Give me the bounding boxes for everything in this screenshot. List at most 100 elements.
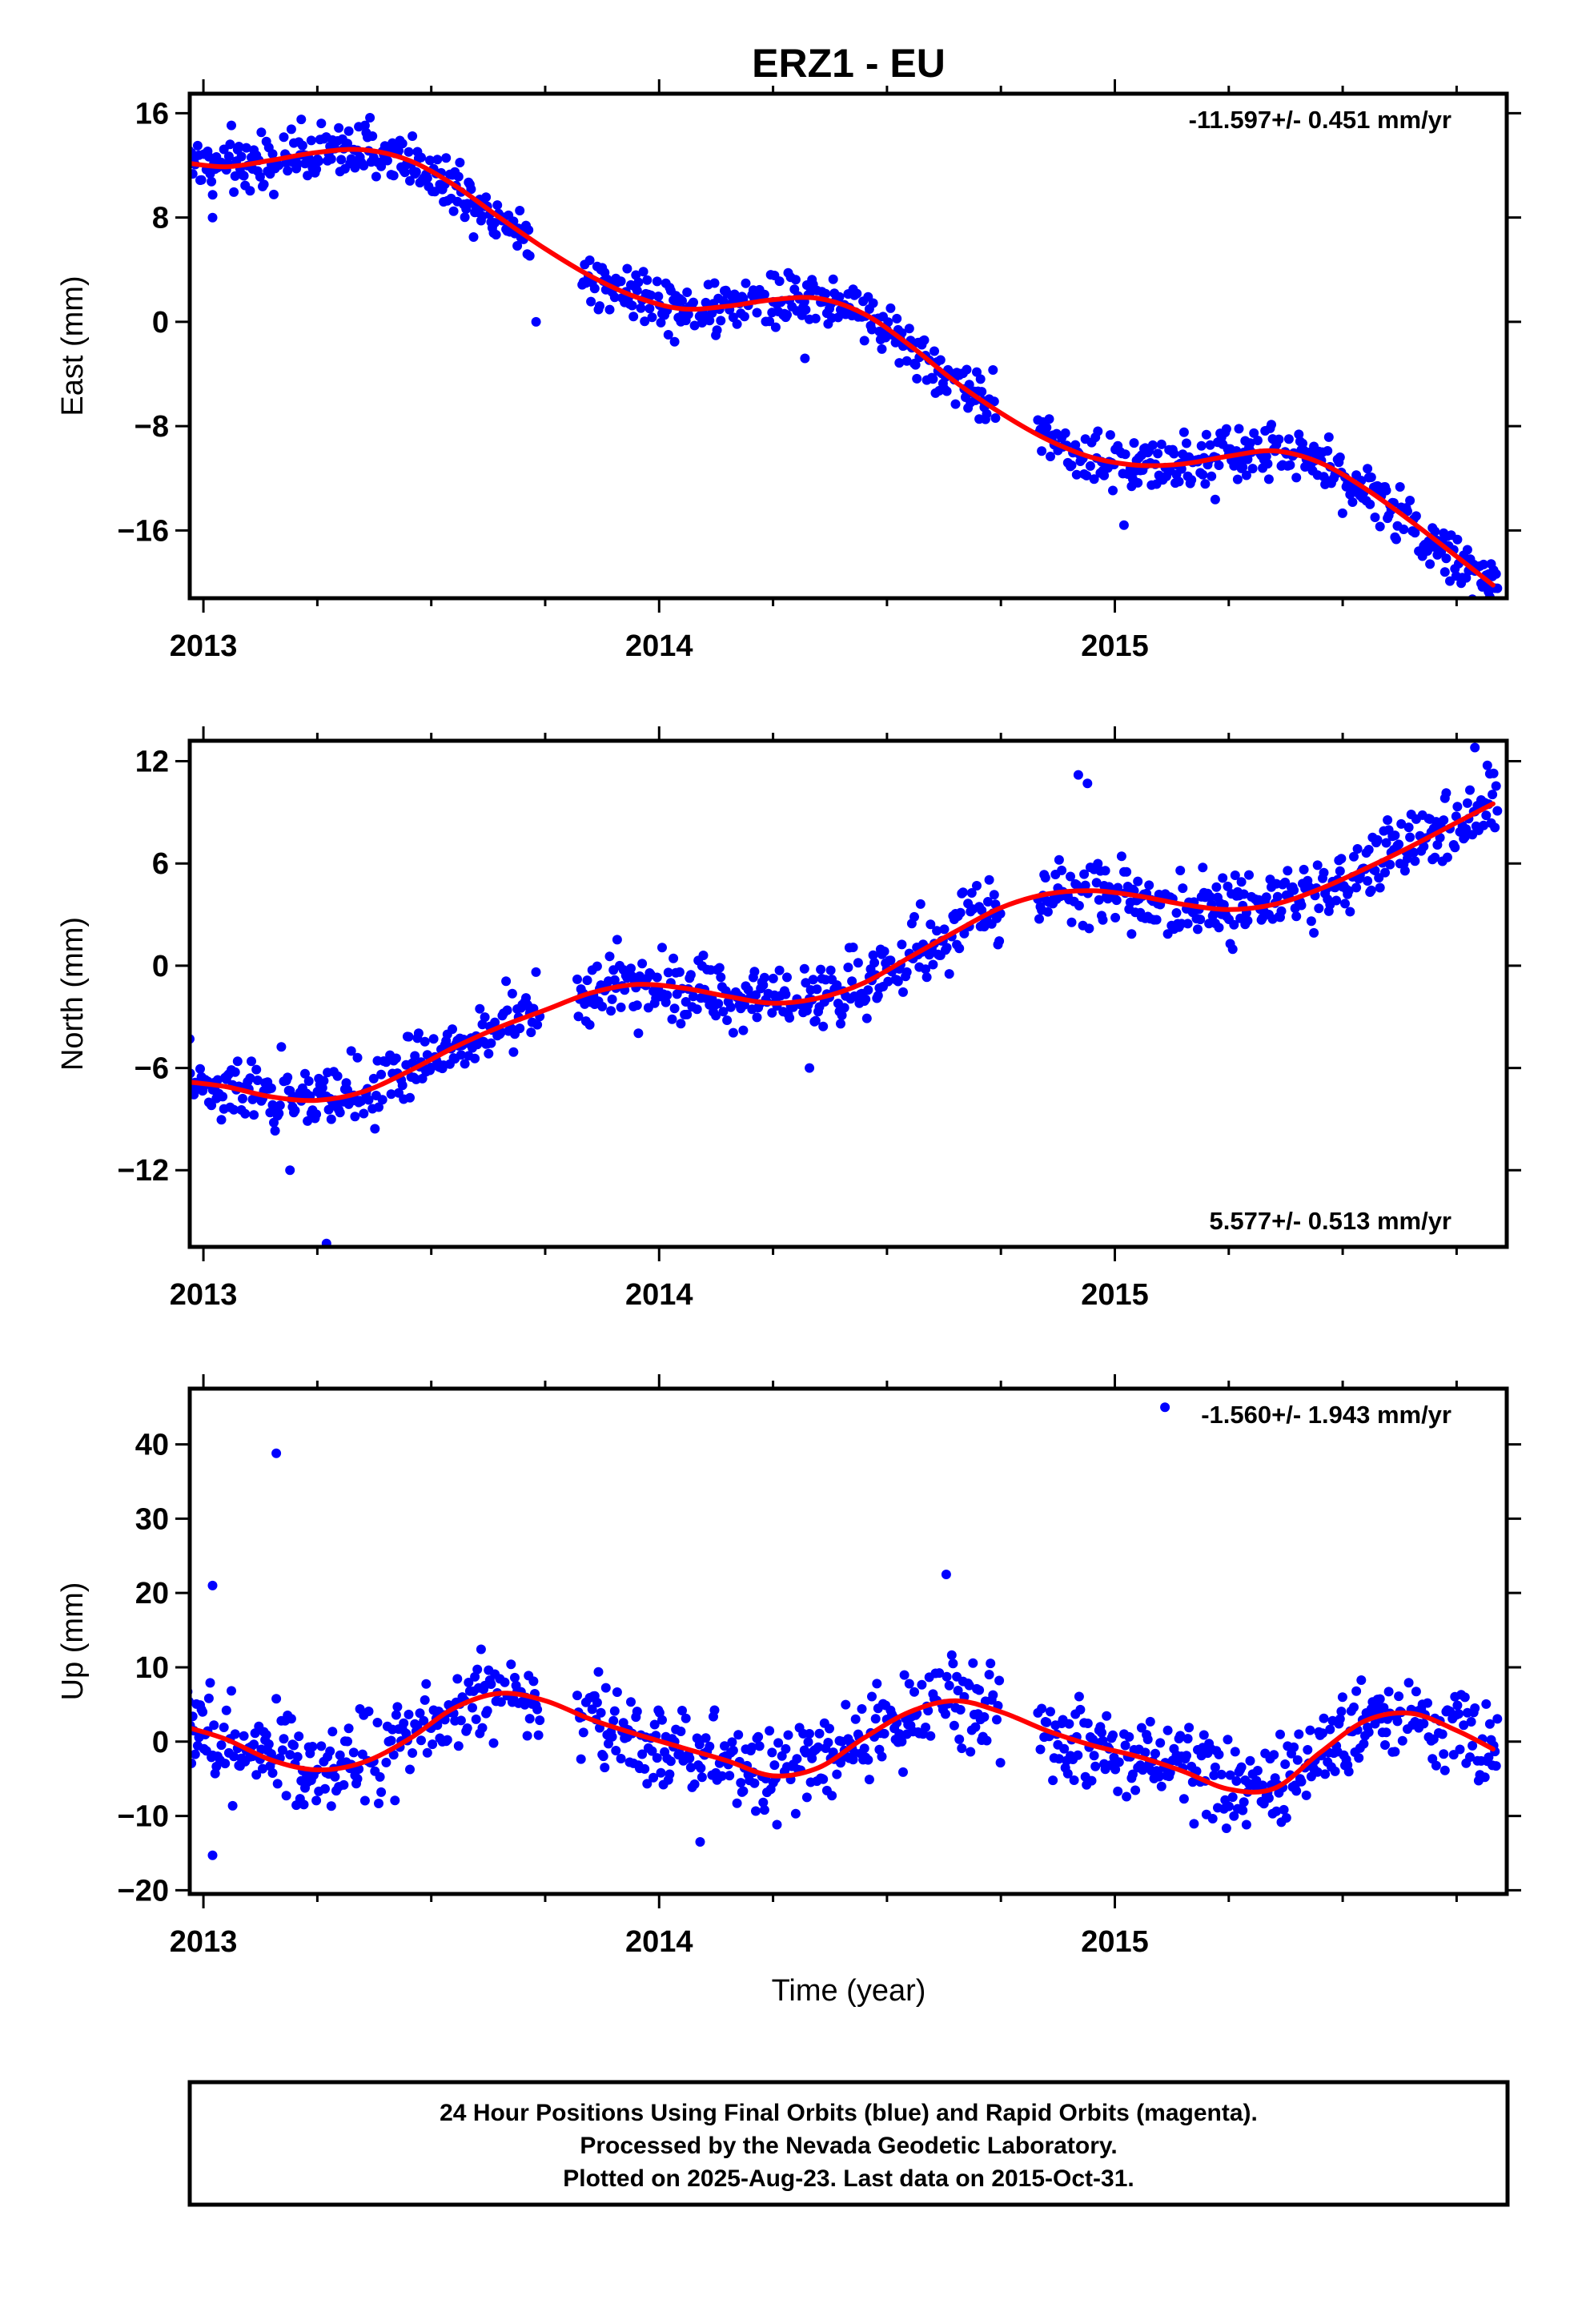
y-tick-label: 30 [135, 1502, 169, 1536]
data-point [1276, 906, 1287, 916]
data-point [515, 1023, 525, 1034]
data-point [904, 324, 914, 334]
data-point [843, 963, 853, 972]
data-point [303, 171, 313, 181]
data-point [326, 154, 336, 164]
data-point [790, 1808, 801, 1819]
data-point [772, 1819, 782, 1830]
data-point [311, 1795, 322, 1806]
data-point [1343, 886, 1354, 896]
data-point [470, 1671, 480, 1682]
data-point [1431, 1760, 1441, 1771]
data-point [578, 1727, 588, 1738]
data-point [488, 1738, 499, 1748]
outlier-point [805, 1063, 815, 1073]
data-point [472, 1664, 483, 1675]
data-point [1296, 900, 1307, 911]
data-point [1403, 1678, 1414, 1688]
data-point [697, 1772, 707, 1783]
data-point [311, 1109, 322, 1120]
data-point [770, 322, 781, 332]
data-point [314, 156, 324, 167]
data-point [370, 1124, 380, 1134]
data-point [1337, 1692, 1347, 1703]
data-point [365, 113, 375, 123]
data-point [1383, 815, 1393, 825]
data-point [1405, 496, 1415, 505]
data-point [1245, 1755, 1255, 1766]
data-point [1283, 866, 1293, 876]
data-point [410, 1051, 420, 1061]
data-point [935, 355, 946, 365]
y-tick-label: −10 [118, 1800, 169, 1834]
data-point [1140, 1747, 1150, 1758]
data-point [1182, 438, 1191, 448]
data-point [316, 1741, 327, 1751]
data-point [813, 1742, 823, 1752]
east-points [190, 94, 1503, 598]
data-point [285, 1750, 295, 1760]
east-axis-label: East (mm) [56, 275, 90, 416]
data-point [323, 1104, 334, 1115]
outlier-point [1160, 1402, 1170, 1413]
data-point [1090, 1761, 1101, 1771]
data-point [216, 1115, 227, 1125]
outlier-point [271, 1448, 282, 1458]
data-point [1399, 866, 1410, 876]
north-axis-label: North (mm) [56, 917, 90, 1071]
up-frame [187, 1386, 1509, 1896]
data-point [1349, 1702, 1359, 1712]
data-point [404, 1031, 414, 1042]
data-point [774, 276, 785, 287]
footer-box [187, 2080, 1510, 2207]
data-point [586, 296, 596, 307]
data-point [245, 186, 255, 196]
data-point [720, 1741, 729, 1751]
data-point [1066, 871, 1075, 882]
data-point [462, 1723, 472, 1733]
data-point [220, 1759, 231, 1769]
data-point [261, 1730, 271, 1740]
y-tick-label: 20 [135, 1577, 169, 1610]
data-point [633, 1028, 644, 1039]
data-point [343, 1736, 352, 1747]
data-point [408, 1748, 418, 1758]
data-point [535, 1715, 545, 1726]
data-point [930, 346, 939, 356]
data-point [944, 969, 954, 979]
data-point [1130, 1785, 1141, 1795]
data-point [1060, 428, 1070, 438]
data-point [1303, 1745, 1313, 1755]
data-point [1291, 1786, 1302, 1796]
data-point [230, 1729, 240, 1739]
y-tick-label: 0 [152, 950, 169, 983]
data-point [319, 1076, 329, 1086]
data-point [1403, 506, 1412, 517]
data-point [665, 1756, 676, 1767]
data-point [1066, 460, 1077, 470]
data-point [712, 325, 722, 336]
data-point [1294, 1729, 1304, 1739]
data-point [1306, 916, 1316, 927]
data-point [1205, 891, 1215, 902]
data-point [1459, 1720, 1469, 1731]
data-point [1491, 569, 1501, 579]
data-point [767, 1747, 777, 1758]
data-point [442, 1735, 452, 1745]
data-point [1480, 1772, 1490, 1783]
data-point [754, 1741, 765, 1751]
data-point [1337, 508, 1347, 518]
data-point [1296, 1776, 1307, 1787]
data-point [236, 151, 247, 162]
data-point [1059, 1743, 1070, 1754]
data-point [1380, 867, 1390, 878]
data-point [867, 324, 877, 335]
data-point [350, 163, 360, 173]
data-point [1439, 567, 1450, 577]
data-point [1461, 573, 1472, 583]
data-point [801, 304, 811, 315]
x-tick-label: 2014 [625, 629, 693, 663]
data-point [229, 1104, 239, 1115]
data-point [359, 120, 370, 131]
data-point [1126, 929, 1137, 939]
